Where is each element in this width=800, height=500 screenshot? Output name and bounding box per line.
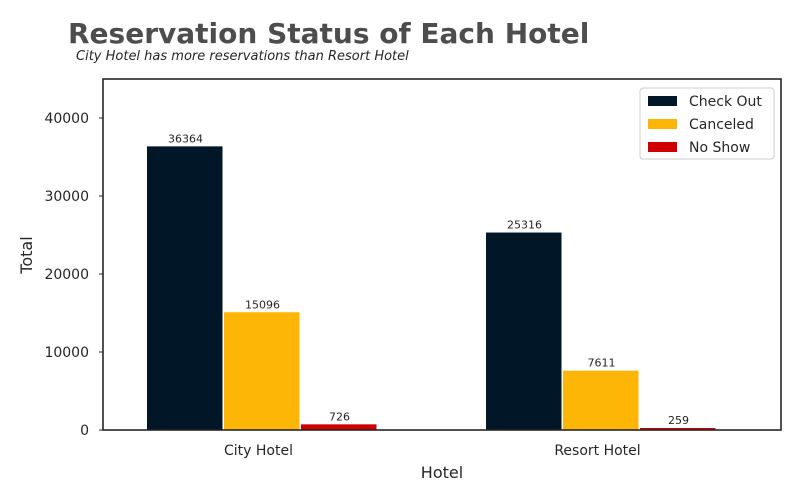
- data-label-no-show: 726: [329, 410, 350, 423]
- y-axis-label: Total: [17, 236, 36, 274]
- chart-subtitle: City Hotel has more reservations than Re…: [76, 49, 409, 64]
- legend-label-no-show: No Show: [689, 140, 750, 156]
- bar-no-show: [301, 424, 377, 430]
- data-label-check-out: 36364: [168, 132, 203, 145]
- data-label-canceled: 15096: [245, 298, 280, 311]
- data-label-check-out: 25316: [507, 219, 542, 232]
- x-tick-label: Resort Hotel: [554, 443, 640, 459]
- bar-no-show: [640, 427, 716, 430]
- y-tick-label: 10000: [44, 345, 89, 361]
- bar-check-out: [147, 146, 223, 431]
- legend: Check Out Canceled No Show: [639, 87, 775, 160]
- plot-area: 0 10000 20000 30000 40000 36364 15096 726 City H…: [44, 78, 782, 459]
- legend-swatch-canceled: [648, 119, 677, 129]
- y-tick-label: 0: [80, 423, 89, 439]
- data-label-no-show: 259: [668, 414, 689, 427]
- legend-label-canceled: Canceled: [689, 117, 754, 133]
- legend-label-check-out: Check Out: [689, 94, 762, 110]
- plot-frame: [102, 78, 782, 431]
- chart-title: Reservation Status of Each Hotel: [68, 17, 589, 50]
- x-axis-label: Hotel: [421, 463, 463, 482]
- data-label-canceled: 7611: [588, 357, 616, 370]
- y-tick-label: 30000: [44, 189, 89, 205]
- bar-canceled: [224, 312, 300, 430]
- legend-swatch-no-show: [648, 142, 677, 152]
- bar-canceled: [563, 370, 639, 430]
- x-tick-label: City Hotel: [224, 443, 293, 459]
- legend-swatch-check-out: [648, 96, 677, 106]
- bar-check-out: [486, 232, 562, 430]
- y-tick-label: 40000: [44, 111, 89, 127]
- y-tick-label: 20000: [44, 267, 89, 283]
